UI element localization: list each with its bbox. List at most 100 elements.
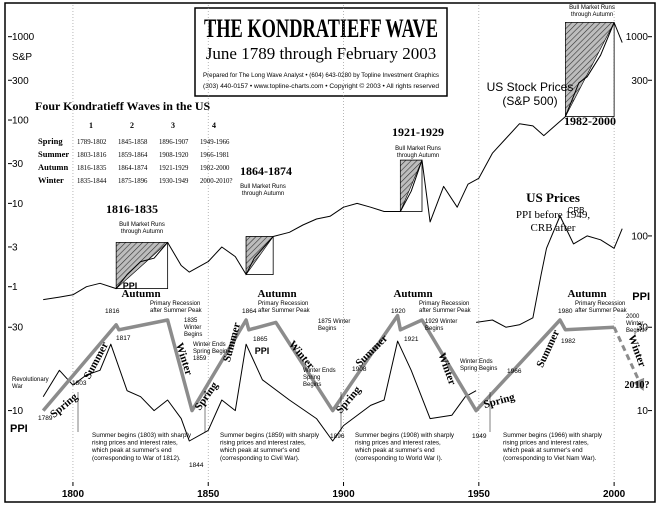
annotation: 1816 xyxy=(105,308,120,315)
table-cell: 1859-1864 xyxy=(118,152,148,159)
series-label: PPI xyxy=(632,291,650,303)
annotation-line: Spring xyxy=(303,375,320,381)
annotation: Winter Ends Spring Begins 1859 xyxy=(193,342,230,362)
annotation-line: Autumn xyxy=(121,288,160,300)
table-column: 1 xyxy=(89,121,93,130)
y2-tick-label: 10 xyxy=(637,406,649,417)
table-cell: 1966-1981 xyxy=(200,152,229,159)
note-line: through Autumn xyxy=(571,12,613,18)
annotation: 2010? xyxy=(625,380,650,391)
table-title: Four Kondratieff Waves in the US xyxy=(35,99,211,113)
table-cell: 1816-1835 xyxy=(77,165,107,172)
annotation-line: 2000 xyxy=(626,314,640,320)
annotation-line: Primary Recession xyxy=(150,301,200,307)
y-tick-label: 10 xyxy=(12,199,24,210)
annotation-line: Begins? xyxy=(626,328,648,334)
annotation: Autumn xyxy=(393,288,432,300)
annotation-line: 1844 xyxy=(189,462,204,469)
table-cell: 1921-1929 xyxy=(159,165,189,172)
table-cell: 1908-1920 xyxy=(159,152,189,159)
annotation-line: Primary Recession xyxy=(419,301,469,307)
annotation-line: Primary Recession xyxy=(258,301,308,307)
table-row-label: Spring xyxy=(38,136,63,146)
note-line: (corresponding to Viet Nam War). xyxy=(503,455,597,462)
note-line: rising prices and interest rates, xyxy=(355,440,441,447)
note-line: through Autumn xyxy=(121,229,163,235)
annotation-line: 1921 xyxy=(404,336,419,343)
projection-line xyxy=(612,326,645,392)
annotation: Winter Ends Spring Begins xyxy=(460,359,497,372)
note: Summer begins (1803) with sharply rising … xyxy=(91,432,192,462)
series-label: PPI xyxy=(255,346,270,356)
note-line: (corresponding to Civil War). xyxy=(220,455,300,462)
annotation-line: Begins xyxy=(318,326,336,332)
annotation-line: after Summer Peak xyxy=(419,308,472,314)
annotation: 1966 xyxy=(507,368,522,375)
note-line: Bull Market Runs xyxy=(240,184,286,190)
table-cell: 2000-2010? xyxy=(200,178,232,185)
annotation-line: 1896 xyxy=(330,433,345,440)
annotation-line: Begins xyxy=(303,382,321,388)
y2-tick-label: 30 xyxy=(12,323,24,334)
note: Summer begins (1966) with sharply rising … xyxy=(502,432,603,462)
annotation-line: 1789 xyxy=(38,415,53,422)
annotation-line: 1966 xyxy=(507,368,522,375)
annotation: Winter Ends Spring Begins xyxy=(303,368,336,388)
annotation-line: Revolutionary xyxy=(12,377,49,383)
annotation: Autumn xyxy=(567,288,606,300)
annotation: Primary Recession after Summer Peak xyxy=(419,301,472,314)
annotation: 1929 Winter Begins xyxy=(425,319,457,332)
series-line xyxy=(41,313,615,413)
annotation-line: after Summer Peak xyxy=(150,308,203,314)
bull-market-label: 1816-1835 xyxy=(106,202,158,216)
annotation-line: Winter Ends xyxy=(460,359,493,365)
annotation: 1803 xyxy=(72,380,87,387)
note-line: Summer begins (1908) with sharply xyxy=(355,432,455,439)
note-line: which peak at summer's end xyxy=(354,447,435,454)
annotation-line: 1817 xyxy=(116,335,131,342)
table-cell: 1896-1907 xyxy=(159,139,189,146)
annotation: 1865 xyxy=(253,336,268,343)
y2-tick-label: 10 xyxy=(12,406,24,417)
annotation: Primary Recession after Summer Peak xyxy=(150,301,203,314)
bull-market-label: 1982-2000 xyxy=(564,114,616,128)
note-line: Bull Market Runs xyxy=(119,222,165,228)
table-cell: 1875-1896 xyxy=(118,178,148,185)
annotation-line: 1920 xyxy=(391,308,406,315)
annotation: 1908 xyxy=(352,366,367,373)
bull-market-note: Bull Market Runs through Autumn xyxy=(569,5,615,18)
table-column: 2 xyxy=(130,121,134,130)
annotation-line: after Summer Peak xyxy=(258,308,311,314)
note-line: Summer begins (1859) with sharply xyxy=(220,432,320,439)
note-line: Bull Market Runs xyxy=(569,5,615,11)
annotation-line: Winter xyxy=(626,321,643,327)
bull-market-area xyxy=(115,242,169,290)
annotation-line: Autumn xyxy=(257,288,296,300)
annotation-line: 2010? xyxy=(625,380,650,391)
table-cell: 1949-1966 xyxy=(200,139,230,146)
annotation-line: War xyxy=(12,384,23,390)
table-cell: 1789-1802 xyxy=(77,139,107,146)
note-line: which peak at summer's end xyxy=(91,447,172,454)
annotation: 1920 xyxy=(391,308,406,315)
table-cell: 1803-1816 xyxy=(77,152,107,159)
annotation-line: 1929 Winter xyxy=(425,319,457,325)
note-line: through Autumn xyxy=(397,153,439,159)
note: Summer begins (1859) with sharply rising … xyxy=(219,432,320,462)
bull-market-area xyxy=(245,236,274,276)
annotation: Autumn xyxy=(121,288,160,300)
table-cell: 1845-1858 xyxy=(118,139,148,146)
annotation-line: 1859 xyxy=(193,356,207,362)
note-line: Summer begins (1803) with sharply xyxy=(92,432,192,439)
x-tick-label: 1800 xyxy=(62,489,85,500)
y-tick-label: 30 xyxy=(12,159,24,170)
annotation: 1864 xyxy=(242,308,257,315)
table-row-label: Autumn xyxy=(38,162,69,172)
bull-market-note: Bull Market Runs through Autumn xyxy=(395,146,441,159)
annotation-line: 1908 xyxy=(352,366,367,373)
note-line: which peak at summer's end xyxy=(219,447,300,454)
bull-market-label: 1921-1929 xyxy=(392,125,444,139)
annotation-line: Begins xyxy=(184,332,202,338)
